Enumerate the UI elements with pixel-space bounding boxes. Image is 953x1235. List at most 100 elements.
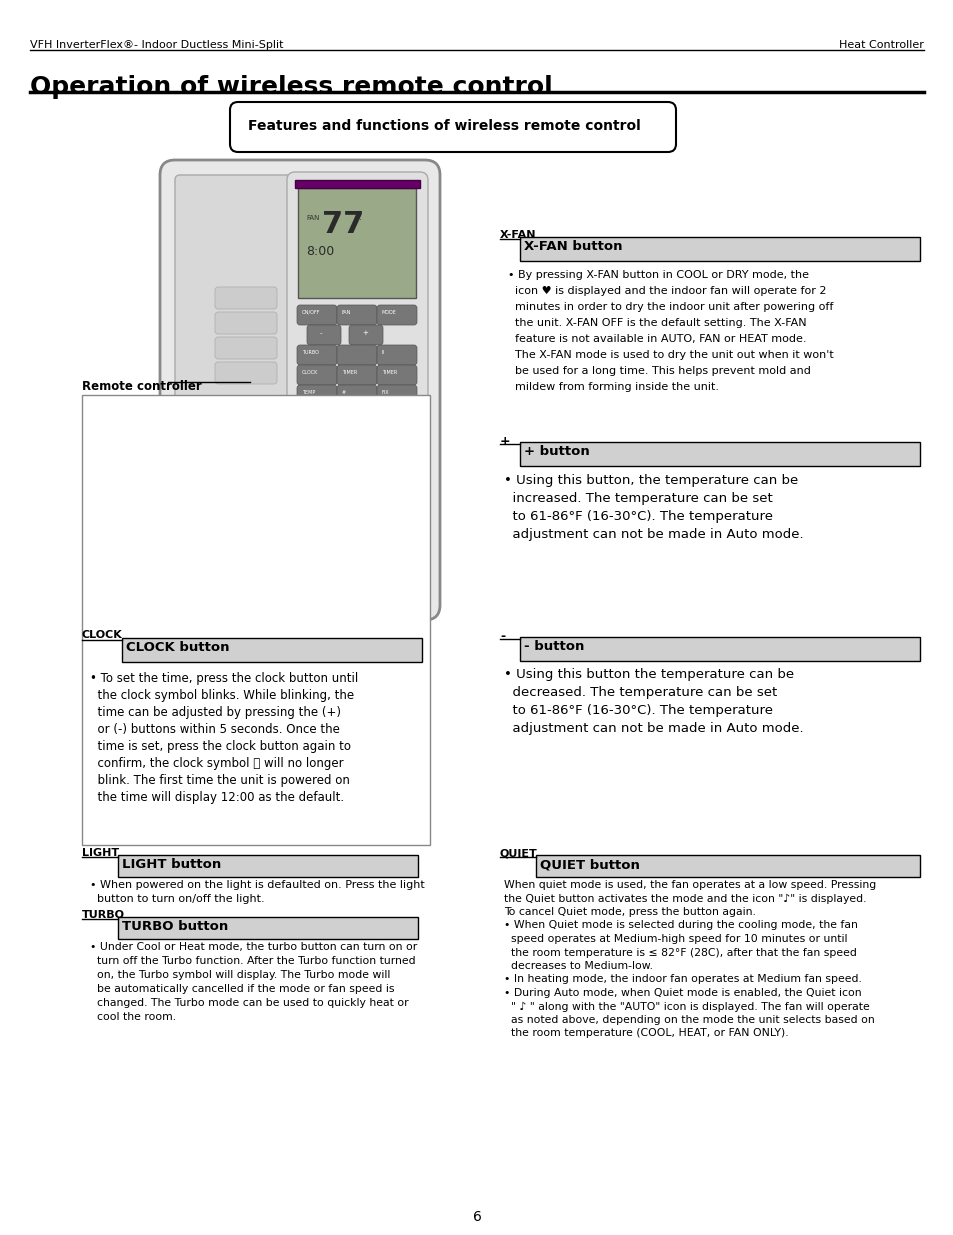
Text: the room temperature is ≤ 82°F (28C), after that the fan speed: the room temperature is ≤ 82°F (28C), af… [503, 947, 856, 957]
FancyBboxPatch shape [296, 305, 336, 325]
Bar [118, 918, 417, 939]
Text: FAN: FAN [306, 215, 319, 221]
Text: + button: + button [523, 445, 589, 458]
FancyBboxPatch shape [214, 312, 276, 333]
Text: • Under Cool or Heat mode, the turbo button can turn on or: • Under Cool or Heat mode, the turbo but… [90, 942, 416, 952]
Text: increased. The temperature can be set: increased. The temperature can be set [503, 492, 772, 505]
Text: the room temperature (COOL, HEAT, or FAN ONLY).: the room temperature (COOL, HEAT, or FAN… [503, 1029, 788, 1039]
Text: the Quiet button activates the mode and the icon "♪" is displayed.: the Quiet button activates the mode and … [503, 893, 865, 904]
Text: ...: ... [355, 215, 361, 221]
Text: - button: - button [523, 640, 584, 653]
Text: decreased. The temperature can be set: decreased. The temperature can be set [503, 685, 777, 699]
FancyBboxPatch shape [230, 103, 676, 152]
Text: CLOCK: CLOCK [302, 370, 318, 375]
Text: changed. The Turbo mode can be used to quickly heat or: changed. The Turbo mode can be used to q… [90, 998, 408, 1008]
Text: TURBO: TURBO [302, 350, 318, 354]
Text: To cancel Quiet mode, press the button again.: To cancel Quiet mode, press the button a… [503, 906, 755, 918]
FancyBboxPatch shape [336, 345, 376, 366]
FancyBboxPatch shape [380, 404, 415, 426]
Text: When quiet mode is used, the fan operates at a low speed. Pressing: When quiet mode is used, the fan operate… [503, 881, 876, 890]
FancyBboxPatch shape [174, 175, 293, 466]
FancyBboxPatch shape [296, 385, 336, 405]
Text: Features and functions of wireless remote control: Features and functions of wireless remot… [248, 119, 640, 133]
Text: 6: 6 [472, 1210, 481, 1224]
Bar [122, 638, 421, 662]
FancyBboxPatch shape [376, 345, 416, 366]
FancyBboxPatch shape [307, 325, 340, 345]
Text: adjustment can not be made in Auto mode.: adjustment can not be made in Auto mode. [503, 722, 802, 735]
Text: +: + [499, 435, 510, 448]
Text: time can be adjusted by pressing the (+): time can be adjusted by pressing the (+) [90, 706, 340, 719]
Text: QUIET: QUIET [499, 848, 537, 858]
Text: " ♪ " along with the "AUTO" icon is displayed. The fan will operate: " ♪ " along with the "AUTO" icon is disp… [503, 1002, 869, 1011]
Text: the clock symbol blinks. While blinking, the: the clock symbol blinks. While blinking,… [90, 689, 354, 701]
Text: to 61-86°F (16-30°C). The temperature: to 61-86°F (16-30°C). The temperature [503, 704, 772, 718]
FancyBboxPatch shape [340, 404, 375, 426]
Text: • When Quiet mode is selected during the cooling mode, the fan: • When Quiet mode is selected during the… [503, 920, 857, 930]
Text: FIX: FIX [381, 390, 389, 395]
Text: The X-FAN mode is used to dry the unit out when it won't: The X-FAN mode is used to dry the unit o… [507, 350, 833, 359]
Text: TEMP: TEMP [302, 390, 314, 395]
Text: time is set, press the clock button again to: time is set, press the clock button agai… [90, 740, 351, 753]
Text: adjustment can not be made in Auto mode.: adjustment can not be made in Auto mode. [503, 529, 802, 541]
Text: #: # [341, 390, 346, 395]
Bar [297, 188, 416, 298]
Text: • When powered on the light is defaulted on. Press the light: • When powered on the light is defaulted… [90, 881, 424, 890]
Bar [536, 855, 919, 877]
Text: -: - [499, 630, 504, 643]
Text: Heat Controller: Heat Controller [839, 40, 923, 49]
Bar [519, 637, 919, 661]
FancyBboxPatch shape [336, 385, 376, 405]
Text: -: - [319, 330, 322, 336]
Text: • Using this button, the temperature can be: • Using this button, the temperature can… [503, 474, 798, 487]
Text: blink. The first time the unit is powered on: blink. The first time the unit is powere… [90, 774, 350, 787]
Text: button to turn on/off the light.: button to turn on/off the light. [90, 894, 264, 904]
Text: MODE: MODE [381, 310, 396, 315]
Text: minutes in order to dry the indoor unit after powering off: minutes in order to dry the indoor unit … [507, 303, 833, 312]
FancyBboxPatch shape [376, 305, 416, 325]
Text: cool the room.: cool the room. [90, 1011, 176, 1023]
Bar [118, 855, 417, 877]
Text: • To set the time, press the clock button until: • To set the time, press the clock butto… [90, 672, 358, 685]
Bar [519, 442, 919, 466]
Text: speed operates at Medium-high speed for 10 minutes or until: speed operates at Medium-high speed for … [503, 934, 846, 944]
Text: TURBO button: TURBO button [122, 920, 228, 932]
Text: icon ♥ is displayed and the indoor fan will operate for 2: icon ♥ is displayed and the indoor fan w… [507, 287, 825, 296]
FancyBboxPatch shape [214, 362, 276, 384]
Text: on, the Turbo symbol will display. The Turbo mode will: on, the Turbo symbol will display. The T… [90, 969, 390, 981]
Text: LIGHT button: LIGHT button [122, 858, 221, 871]
Bar [82, 395, 430, 845]
Text: confirm, the clock symbol ⓨ will no longer: confirm, the clock symbol ⓨ will no long… [90, 757, 343, 769]
Text: as noted above, depending on the mode the unit selects based on: as noted above, depending on the mode th… [503, 1015, 874, 1025]
Text: CLOCK: CLOCK [82, 630, 123, 640]
FancyBboxPatch shape [160, 161, 439, 620]
Text: +: + [361, 330, 368, 336]
Text: TIMER: TIMER [341, 370, 356, 375]
FancyBboxPatch shape [296, 366, 336, 385]
Text: VFH InverterFlex®- Indoor Ductless Mini-Split: VFH InverterFlex®- Indoor Ductless Mini-… [30, 40, 283, 49]
Text: be used for a long time. This helps prevent mold and: be used for a long time. This helps prev… [507, 366, 810, 375]
Text: • Using this button the temperature can be: • Using this button the temperature can … [503, 668, 793, 680]
Text: TIMER: TIMER [381, 370, 396, 375]
Text: • In heating mode, the indoor fan operates at Medium fan speed.: • In heating mode, the indoor fan operat… [503, 974, 861, 984]
Text: or (-) buttons within 5 seconds. Once the: or (-) buttons within 5 seconds. Once th… [90, 722, 339, 736]
Text: the time will display 12:00 as the default.: the time will display 12:00 as the defau… [90, 790, 344, 804]
FancyBboxPatch shape [214, 287, 276, 309]
FancyBboxPatch shape [349, 325, 382, 345]
Text: FAN: FAN [341, 310, 351, 315]
FancyBboxPatch shape [376, 385, 416, 405]
FancyBboxPatch shape [287, 172, 428, 608]
Text: be automatically cancelled if the mode or fan speed is: be automatically cancelled if the mode o… [90, 984, 395, 994]
Text: QUIET button: QUIET button [539, 858, 639, 871]
FancyBboxPatch shape [296, 345, 336, 366]
FancyBboxPatch shape [214, 337, 276, 359]
FancyBboxPatch shape [301, 404, 335, 426]
FancyBboxPatch shape [376, 366, 416, 385]
Text: feature is not available in AUTO, FAN or HEAT mode.: feature is not available in AUTO, FAN or… [507, 333, 805, 345]
Text: ON/OFF: ON/OFF [302, 310, 320, 315]
Text: • By pressing X-FAN button in COOL or DRY mode, the: • By pressing X-FAN button in COOL or DR… [507, 270, 808, 280]
Bar [519, 237, 919, 261]
Text: II: II [381, 350, 385, 354]
Text: TURBO: TURBO [82, 910, 125, 920]
Text: mildew from forming inside the unit.: mildew from forming inside the unit. [507, 382, 719, 391]
